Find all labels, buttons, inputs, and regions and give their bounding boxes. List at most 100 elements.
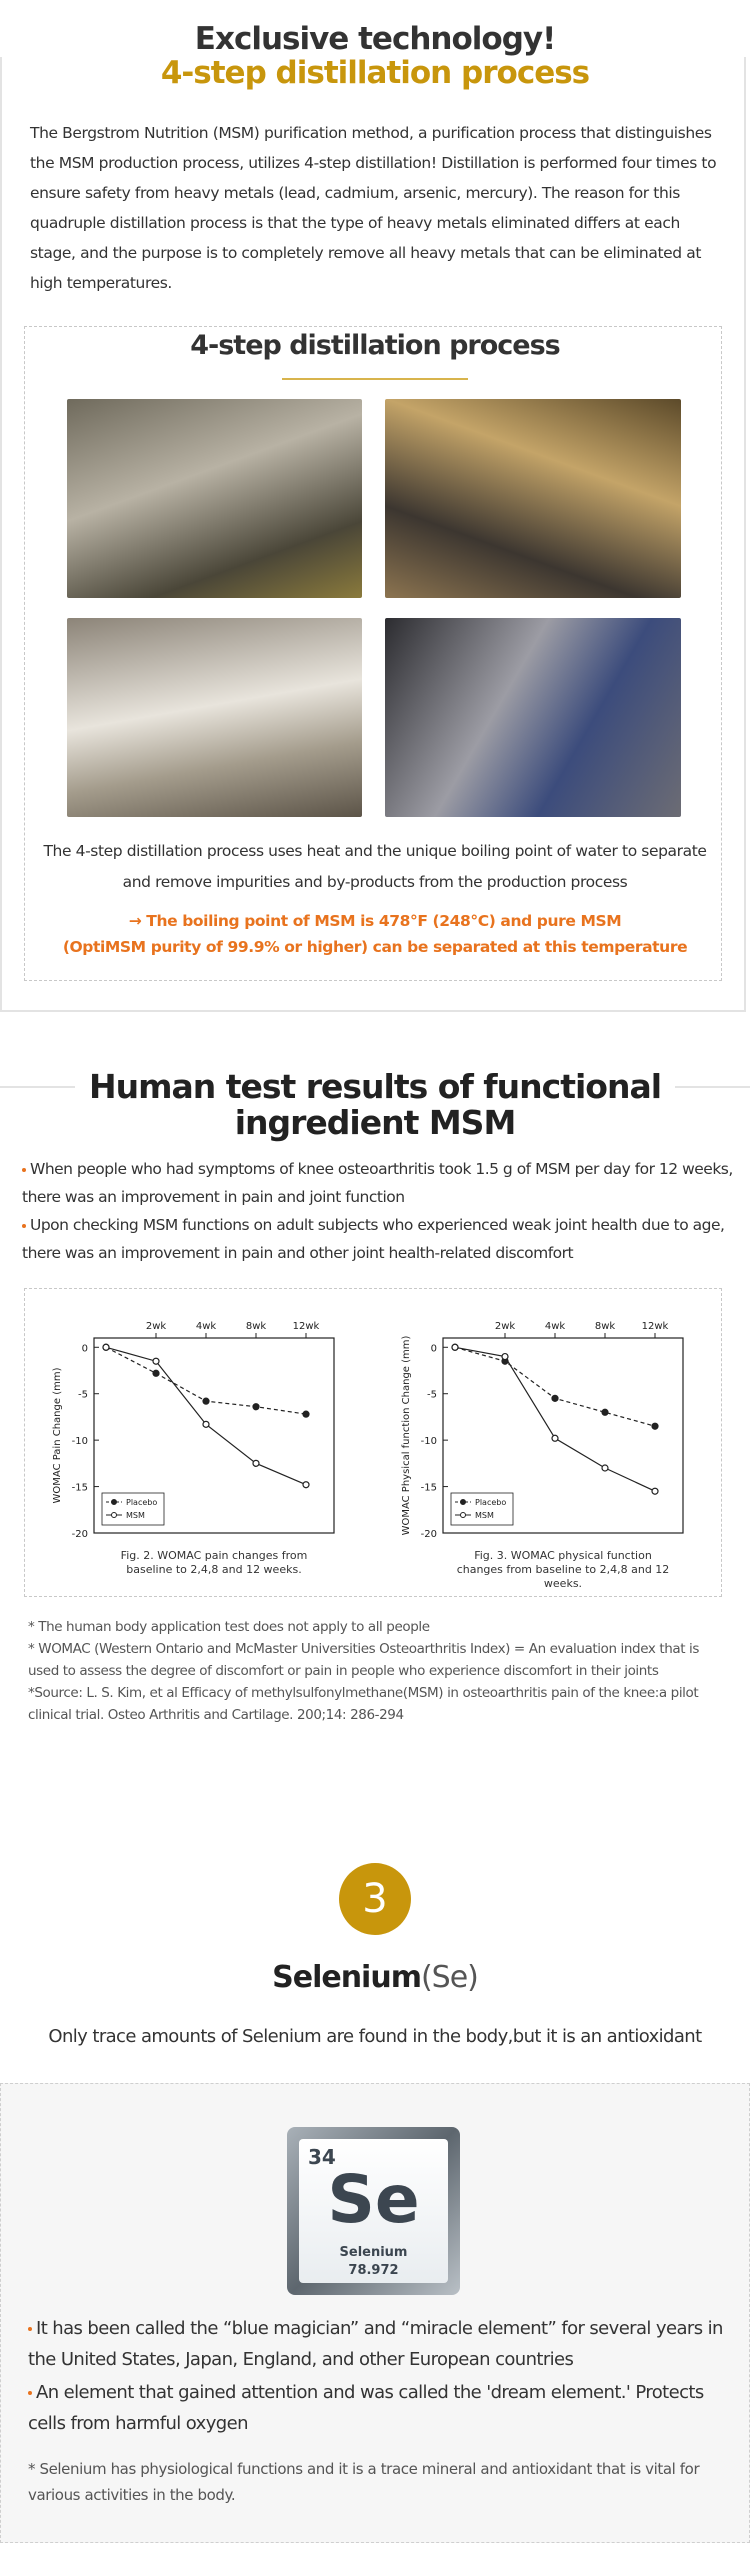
x-tick-label: 4wk [545, 1321, 566, 1332]
title-bold: Selenium [272, 1960, 422, 1995]
legend-marker [111, 1499, 117, 1505]
y-tick-label: 0 [431, 1343, 437, 1354]
data-point [501, 1352, 509, 1361]
bullet-text: An element that gained attention and was… [28, 2382, 704, 2434]
legend-label: MSM [475, 1511, 494, 1520]
title-line: Human test results of functional [74, 1067, 676, 1106]
series-line [454, 1346, 656, 1427]
photo [67, 618, 362, 817]
x-tick-label: 2wk [146, 1321, 167, 1332]
photo [385, 618, 681, 817]
bullet: Upon checking MSM functions on adult sub… [22, 1211, 738, 1267]
plot-frame [442, 1337, 684, 1534]
y-axis-label: WOMAC Physical function Change (mm) [401, 1335, 412, 1535]
underline [282, 378, 468, 380]
step-number: 3 [339, 1863, 411, 1935]
caption: The 4-step distillation process uses hea… [43, 842, 707, 891]
photo [67, 399, 362, 598]
bullet-text: It has been called the “blue magician” a… [28, 2318, 723, 2370]
y-tick-label: -5 [427, 1390, 437, 1401]
legend-box [101, 1492, 165, 1526]
y-tick-label: -15 [421, 1483, 437, 1494]
bullet-text: Upon checking MSM functions on adult sub… [22, 1216, 725, 1262]
data-point [551, 1434, 559, 1442]
x-tick-label: 8wk [595, 1321, 616, 1332]
chart: 0 -5 -10 -15 -20 2wk 4wk 8wk 12wk WOMAC Pain Chan… [52, 1321, 335, 1540]
y-tick-label: -10 [72, 1436, 88, 1447]
chart-caption: Fig. 2. WOMAC pain changes from baseline… [120, 1549, 308, 1576]
photo [385, 399, 681, 598]
legend-label: Placebo [475, 1498, 506, 1507]
data-point [152, 1357, 160, 1365]
bullet-dot [28, 2391, 32, 2395]
chart: 0 -5 -10 -15 -20 2wk 4wk 8wk 12wk WOMAC Physical … [401, 1321, 684, 1540]
chart-box [24, 1288, 722, 1597]
atomic-number: 34 [308, 2145, 336, 2169]
data-point [152, 1369, 160, 1377]
data-point [252, 1459, 260, 1467]
series-line [454, 1346, 656, 1492]
legend-marker [460, 1499, 466, 1505]
y-tick-label: -20 [72, 1529, 88, 1540]
data-point [451, 1343, 459, 1351]
data-point [102, 1343, 110, 1351]
title: ingredient MSM [234, 1103, 517, 1142]
chart-caption: Fig. 3. WOMAC physical function changes … [456, 1549, 670, 1590]
bullet-dot [28, 2327, 32, 2331]
title: Selenium(Se) [0, 1960, 750, 1995]
y-tick-label: 0 [82, 1343, 88, 1354]
bullet-dot [22, 1223, 26, 1228]
highlight: (OptiMSM purity of 99.9% or higher) can … [62, 938, 688, 956]
footnote: *Source: L. S. Kim, et al Efficacy of me… [28, 1685, 699, 1723]
bullet-dot [22, 1167, 26, 1172]
data-point [302, 1481, 310, 1489]
legend-label: Placebo [126, 1498, 157, 1507]
inner-box [24, 326, 722, 981]
paragraph: The Bergstrom Nutrition (MSM) purificati… [30, 124, 717, 292]
title: Human test results of functional [0, 1067, 750, 1106]
element-mass: 78.972 [348, 2263, 399, 2278]
x-tick-label: 12wk [293, 1321, 320, 1332]
data-point [601, 1464, 609, 1472]
y-tick-label: -20 [421, 1529, 437, 1540]
data-point [252, 1403, 260, 1411]
highlight: → The boiling point of MSM is 478°F (248… [128, 912, 622, 930]
data-point [601, 1408, 609, 1416]
x-tick-label: 12wk [642, 1321, 669, 1332]
box-title: 4-step distillation process [190, 330, 561, 361]
y-tick-label: -5 [78, 1390, 88, 1401]
legend-box [450, 1492, 514, 1526]
bullet: It has been called the “blue magician” a… [28, 2313, 728, 2375]
data-point [651, 1422, 659, 1430]
y-tick-label: -10 [421, 1436, 437, 1447]
data-point [302, 1410, 310, 1418]
footnote: * WOMAC (Western Ontario and McMaster Un… [28, 1641, 700, 1679]
data-point [651, 1487, 659, 1495]
bullet: When people who had symptoms of knee ost… [22, 1155, 738, 1211]
y-tick-label: -15 [72, 1483, 88, 1494]
subtitle: Only trace amounts of Selenium are found… [48, 2026, 702, 2047]
x-tick-label: 4wk [196, 1321, 217, 1332]
bullet: An element that gained attention and was… [28, 2377, 728, 2439]
x-tick-label: 8wk [246, 1321, 267, 1332]
element-symbol: Se [327, 2161, 420, 2238]
legend-label: MSM [126, 1511, 145, 1520]
plot-frame [93, 1337, 335, 1534]
data-point [202, 1420, 210, 1428]
legend-marker [111, 1512, 117, 1518]
legend-marker [460, 1512, 466, 1518]
element-tile-face [299, 2139, 448, 2283]
footnote: * Selenium has physiological functions a… [28, 2460, 700, 2504]
data-point [551, 1394, 559, 1402]
title: Exclusive technology! [194, 21, 556, 57]
data-point [202, 1397, 210, 1405]
footnote: * The human body application test does n… [28, 1619, 430, 1635]
element-name: Selenium [339, 2245, 408, 2260]
section-box [0, 57, 746, 1012]
series-line [105, 1346, 307, 1486]
y-axis-label: WOMAC Pain Change (mm) [52, 1367, 63, 1503]
x-tick-label: 2wk [495, 1321, 516, 1332]
subtitle: 4-step distillation process [160, 55, 590, 91]
title-symbol: (Se) [420, 1960, 479, 1995]
